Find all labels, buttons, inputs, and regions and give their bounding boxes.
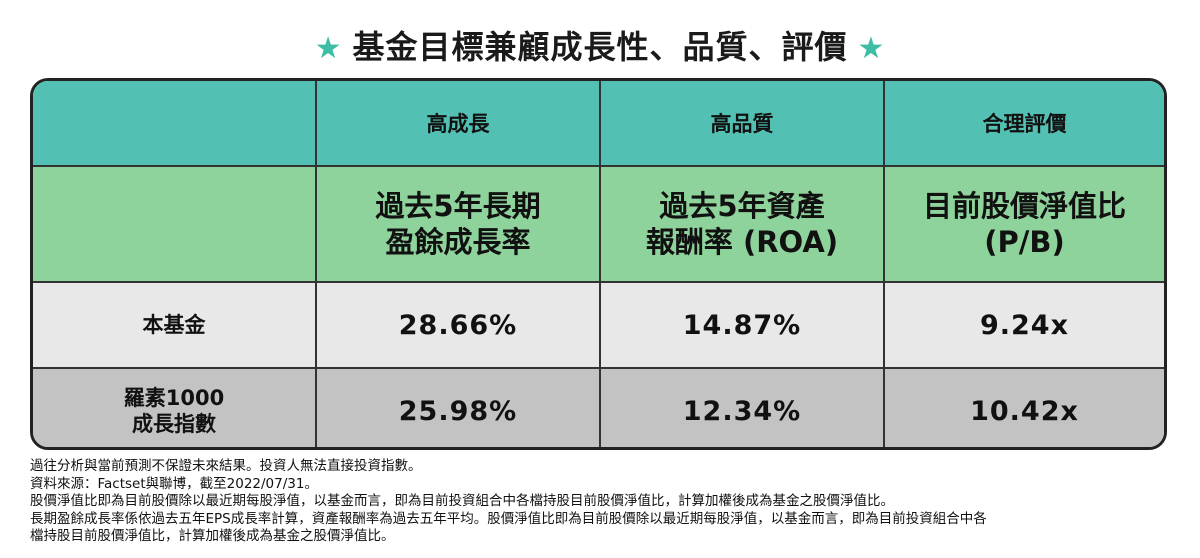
metric-cell-pb: 目前股價淨值比 (P/B) [884,166,1164,283]
title-text: 基金目標兼顧成長性、品質、評價 [352,28,848,66]
value-cell: 25.98% [316,368,601,447]
row-label-line: 羅素1000 [123,386,225,410]
header-row: 高成長 高品質 合理評價 [33,81,1164,167]
header-cell-empty [33,81,317,167]
value-cell: 28.66% [316,282,601,369]
header-cell-growth: 高成長 [316,81,601,167]
metric-cell-empty [33,166,317,283]
metric-line: 目前股價淨值比 [922,189,1126,223]
footnote-line: 長期盈餘成長率係依過去五年EPS成長率計算，資產報酬率為過去五年平均。股價淨值比… [30,510,987,527]
footnote-line: 過往分析與當前預測不保證未來結果。投資人無法直接投資指數。 [30,458,422,474]
page-title: ★ 基金目標兼顧成長性、品質、評價 ★ [0,22,1200,68]
row-label-line: 成長指數 [132,412,216,436]
row-label-fund: 本基金 [33,282,317,369]
footnote-line: 檔持股目前股價淨值比，計算加權後成為基金之股價淨值比。 [30,528,395,545]
comparison-table: 高成長 高品質 合理評價 過去5年長期 盈餘成長率 過去5年資產 報酬率 (RO… [30,78,1167,450]
value-cell: 9.24x [884,282,1164,369]
metric-line: 過去5年長期 [375,189,541,223]
metric-cell-eps-growth: 過去5年長期 盈餘成長率 [316,166,601,283]
metric-cell-roa: 過去5年資產 報酬率 (ROA) [600,166,885,283]
value-cell: 10.42x [970,395,1079,427]
metric-line: 盈餘成長率 [385,225,531,259]
row-label-index: 羅素1000 成長指數 [33,368,317,447]
table-row-index: 羅素1000 成長指數 25.98% 12.34% 10.42x [33,368,1164,447]
metric-line: 報酬率 (ROA) [645,225,839,259]
value-cell: 12.34% [600,368,885,447]
header-cell-valuation: 合理評價 [884,81,1164,167]
header-cell-quality: 高品質 [600,81,885,167]
table-row-fund: 本基金 28.66% 14.87% 9.24x [33,282,1164,369]
metric-row: 過去5年長期 盈餘成長率 過去5年資產 報酬率 (ROA) 目前股價淨值比 (P… [33,166,1164,283]
metric-line: 過去5年資產 [659,189,825,223]
value-cell: 14.87% [600,282,885,369]
star-left-icon: ★ [314,31,343,66]
footnotes: 過往分析與當前預測不保證未來結果。投資人無法直接投資指數。 資料來源：Facts… [30,458,1170,546]
metric-line: (P/B) [984,225,1065,259]
star-right-icon: ★ [857,31,886,66]
footnote-line: 股價淨值比即為目前股價除以最近期每股淨值，以基金而言，即為目前投資組合中各檔持股… [30,493,894,510]
row-label-line: 本基金 [142,313,206,337]
footnote-line: 資料來源：Factset與聯博，截至2022/07/31。 [30,475,318,492]
